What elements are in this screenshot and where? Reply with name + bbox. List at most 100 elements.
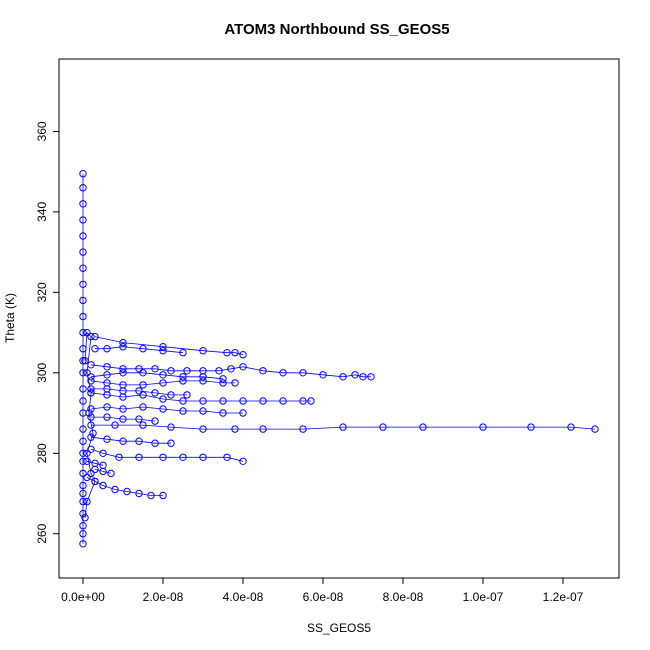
data-point	[259, 367, 267, 375]
data-point	[135, 437, 143, 445]
data-point	[139, 345, 147, 353]
data-point	[151, 439, 159, 447]
data-point	[79, 509, 87, 518]
data-point	[199, 453, 207, 461]
data-point	[103, 371, 111, 379]
data-point	[279, 369, 287, 377]
plot-area	[58, 58, 620, 579]
data-point	[139, 381, 147, 389]
series-line	[86, 477, 163, 496]
data-point	[83, 328, 91, 337]
x-tick-label: 2.0e-08	[143, 590, 184, 604]
data-point	[199, 347, 207, 355]
data-point	[85, 409, 93, 417]
data-point	[379, 423, 387, 431]
data-point	[179, 397, 187, 405]
data-point	[179, 373, 187, 381]
data-point	[79, 184, 87, 192]
data-point	[83, 497, 91, 506]
data-point	[219, 409, 227, 417]
data-point	[79, 469, 87, 478]
y-tick-label: 340	[35, 202, 49, 222]
series-line	[90, 364, 371, 378]
data-point	[79, 357, 87, 365]
data-point	[151, 389, 159, 397]
data-point	[259, 397, 267, 405]
data-point	[79, 248, 87, 256]
series-lines	[82, 173, 596, 544]
x-tick-label: 1.0e-07	[463, 590, 504, 604]
data-point	[159, 371, 167, 379]
data-point	[79, 489, 87, 498]
data-point	[91, 465, 99, 474]
data-point	[89, 429, 97, 437]
data-point	[103, 403, 111, 411]
data-point	[299, 425, 307, 433]
data-point	[179, 453, 187, 461]
data-point	[79, 530, 87, 538]
data-point	[279, 397, 287, 405]
data-point	[79, 397, 87, 405]
data-point	[99, 449, 107, 457]
x-axis: 0.0e+00 2.0e-08 4.0e-08 6.0e-08 8.0e-08 1.0e-…	[61, 577, 584, 604]
data-point	[567, 423, 575, 431]
data-point	[87, 469, 95, 478]
x-axis-label: SS_GEOS5	[307, 621, 371, 635]
data-point	[167, 423, 175, 431]
data-point	[123, 487, 131, 496]
data-point	[87, 361, 95, 369]
data-point	[79, 328, 87, 337]
data-point	[159, 395, 167, 403]
y-axis-label: Theta (K)	[3, 293, 17, 343]
data-point	[103, 435, 111, 443]
data-point	[79, 457, 87, 465]
data-point	[83, 473, 91, 482]
data-point	[299, 397, 307, 405]
data-point	[227, 365, 235, 373]
data-point	[319, 371, 327, 379]
data-point	[119, 369, 127, 377]
data-point	[215, 367, 223, 375]
data-point	[179, 407, 187, 415]
data-point	[79, 216, 87, 224]
data-point	[79, 170, 87, 178]
data-point	[239, 397, 247, 405]
data-point	[307, 397, 315, 405]
data-point	[83, 457, 91, 465]
data-point	[167, 391, 175, 399]
data-point	[87, 332, 95, 341]
data-point	[135, 365, 143, 373]
x-tick-label: 0.0e+00	[61, 590, 105, 604]
data-point	[199, 373, 207, 381]
data-point	[239, 409, 247, 417]
data-point	[179, 377, 187, 385]
data-point	[159, 343, 167, 351]
data-point	[87, 433, 95, 441]
series-line	[90, 448, 244, 462]
series-line	[94, 336, 244, 356]
data-point	[219, 375, 227, 383]
x-tick-label: 6.0e-08	[303, 590, 344, 604]
x-tick-label: 1.2e-07	[543, 590, 584, 604]
data-point	[179, 349, 187, 357]
data-points	[79, 170, 599, 548]
data-point	[167, 439, 175, 447]
chart-title: ATOM3 Northbound SS_GEOS5	[224, 21, 449, 38]
data-point	[107, 469, 115, 478]
data-point	[339, 423, 347, 431]
data-point	[91, 345, 99, 353]
data-point	[111, 421, 119, 429]
data-point	[79, 522, 87, 530]
data-point	[99, 461, 107, 469]
data-point	[103, 345, 111, 353]
data-point	[87, 421, 95, 429]
data-point	[79, 385, 87, 393]
data-point	[119, 365, 127, 373]
data-point	[91, 332, 99, 341]
data-point	[79, 425, 87, 433]
data-point	[159, 347, 167, 355]
data-point	[87, 405, 95, 413]
data-point	[119, 437, 127, 445]
y-tick-label: 260	[35, 523, 49, 543]
